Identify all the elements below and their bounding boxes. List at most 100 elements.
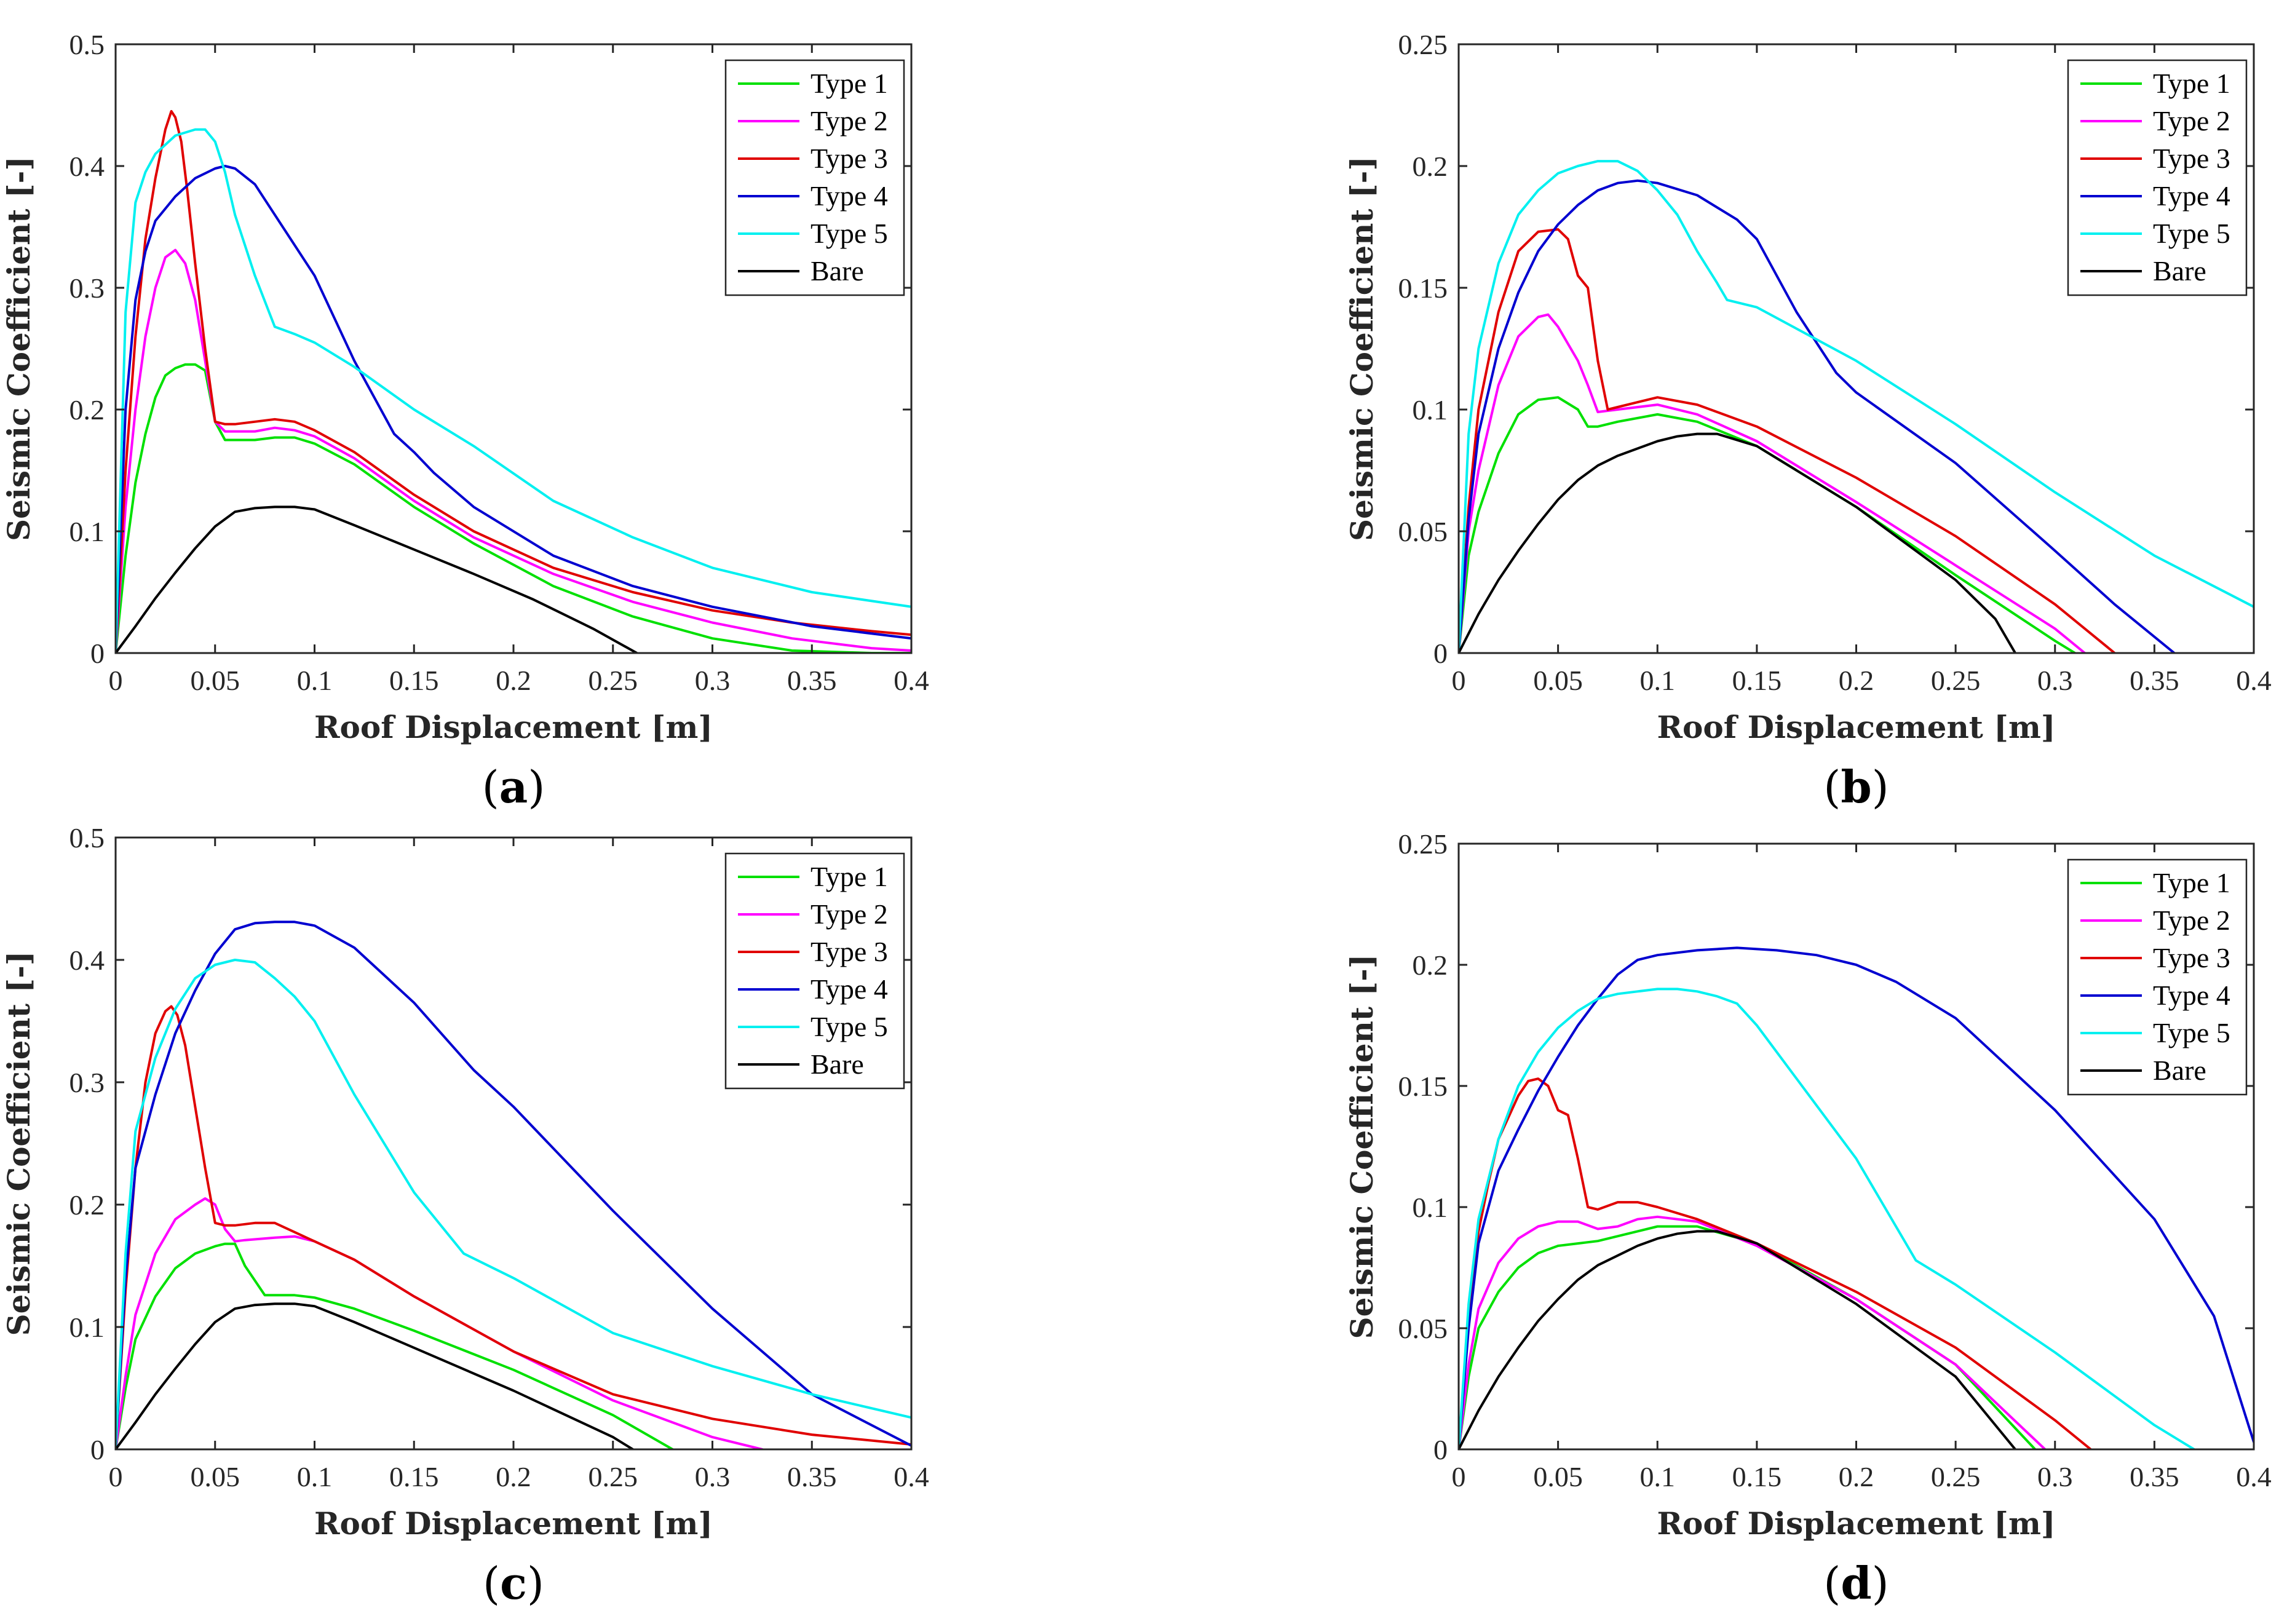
chart-panel-c: 0 0.05 0.1 0.15 0.2 0.25 0.3 0.35 0.4 0 0.1 0.2 0.3 0… <box>1 822 929 1609</box>
y-axis-label: Seismic Coefficient [-] <box>1344 954 1380 1339</box>
x-axis-label: Roof Displacement [m] <box>314 1505 713 1542</box>
series-group <box>1459 160 2254 653</box>
x-tick-label: 0.25 <box>1931 1461 1981 1492</box>
x-axis-label: Roof Displacement [m] <box>1657 1505 2055 1542</box>
series-line-type-5 <box>1459 988 2195 1449</box>
y-tick-label: 0.1 <box>69 1312 105 1343</box>
y-tick-label: 0.4 <box>69 151 105 182</box>
series-line-type-3 <box>116 109 911 653</box>
legend: Type 1 Type 2 Type 3 Type 4 Type 5 Bare <box>2067 858 2248 1096</box>
legend-entry-label: Type 4 <box>811 180 888 212</box>
legend: Type 1 Type 2 Type 3 Type 4 Type 5 Bare <box>2067 59 2248 296</box>
legend-entry-label: Type 1 <box>811 861 888 892</box>
y-tick-label: 0.25 <box>1398 828 1448 860</box>
legend-box <box>2067 858 2248 1096</box>
legend-entry-label: Bare <box>811 1048 864 1080</box>
legend-entry-label: Type 2 <box>2153 105 2230 137</box>
x-tick-label: 0.4 <box>2236 1461 2272 1492</box>
y-tick-label: 0 <box>1433 1434 1448 1465</box>
series-group <box>1459 946 2254 1449</box>
y-axis-label: Seismic Coefficient [-] <box>1 156 37 541</box>
series-line-type-2 <box>116 248 911 653</box>
y-tick-label: 0.5 <box>69 822 105 854</box>
y-tick-label: 0.3 <box>69 272 105 304</box>
series-line-type-5 <box>116 128 911 653</box>
y-tick-label: 0.2 <box>69 394 105 426</box>
x-tick-label: 0.2 <box>1839 1461 1874 1492</box>
x-tick-label: 0.15 <box>389 665 439 696</box>
x-tick-label: 0.25 <box>589 1461 638 1492</box>
legend-entry-label: Type 4 <box>811 973 888 1005</box>
series-line-type-4 <box>116 921 911 1449</box>
x-tick-label: 0 <box>1452 1461 1466 1492</box>
legend-entry-label: Type 3 <box>2153 942 2230 973</box>
y-tick-label: 0.1 <box>1413 1192 1448 1223</box>
chart-panel-a: 0 0.05 0.1 0.15 0.2 0.25 0.3 0.35 0.4 0 0.1 0.2 0.3 0… <box>1 29 929 813</box>
series-line-type-1 <box>1459 1225 2037 1449</box>
x-axis-label: Roof Displacement [m] <box>1657 709 2055 745</box>
legend-box <box>724 852 905 1090</box>
x-tick-label: 0.05 <box>191 665 240 696</box>
series-line-type-4 <box>1459 946 2254 1449</box>
legend-box <box>2067 59 2248 296</box>
y-tick-label: 0.05 <box>1398 1313 1448 1344</box>
y-tick-label: 0.25 <box>1398 29 1448 60</box>
series-line-type-4 <box>116 165 911 653</box>
x-tick-label: 0.1 <box>1640 665 1676 696</box>
panel-caption: (c) <box>483 1557 544 1609</box>
x-axis-label: Roof Displacement [m] <box>314 709 713 745</box>
y-tick-label: 0.2 <box>69 1189 105 1221</box>
chart-panel-b: 0 0.05 0.1 0.15 0.2 0.25 0.3 0.35 0.4 0 0.05 0.1 0.1… <box>1344 29 2272 813</box>
series-line-type-2 <box>1459 313 2087 653</box>
x-tick-label: 0 <box>109 1461 123 1492</box>
legend-entry-label: Type 5 <box>2153 1017 2230 1048</box>
x-tick-label: 0.1 <box>1640 1461 1676 1492</box>
x-tick-label: 0.1 <box>297 665 333 696</box>
x-tick-label: 0.2 <box>496 665 531 696</box>
series-line-type-1 <box>116 1242 674 1449</box>
x-tick-label: 0.15 <box>1732 1461 1782 1492</box>
x-tick-label: 0.35 <box>787 1461 837 1492</box>
y-tick-label: 0.05 <box>1398 516 1448 547</box>
x-tick-label: 0.15 <box>1732 665 1782 696</box>
x-tick-label: 0 <box>1452 665 1466 696</box>
x-tick-label: 0.35 <box>2130 1461 2179 1492</box>
x-tick-label: 0.05 <box>1533 1461 1583 1492</box>
legend-entry-label: Type 4 <box>2153 980 2230 1011</box>
series-line-type-2 <box>1459 1215 2047 1449</box>
x-tick-label: 0.35 <box>787 665 837 696</box>
legend-entry-label: Type 4 <box>2153 180 2230 212</box>
series-line-type-1 <box>1459 396 2077 653</box>
y-tick-label: 0 <box>90 1434 105 1465</box>
series-line-type-1 <box>116 363 911 653</box>
legend-box <box>724 59 905 296</box>
series-line-bare <box>116 505 638 653</box>
y-tick-label: 0.1 <box>1413 394 1448 426</box>
series-line-type-3 <box>1459 228 2116 653</box>
y-axis-label: Seismic Coefficient [-] <box>1344 156 1380 541</box>
x-tick-label: 0.3 <box>695 665 731 696</box>
legend-entry-label: Bare <box>2153 1055 2206 1086</box>
x-tick-label: 0.05 <box>191 1461 240 1492</box>
legend-entry-label: Type 1 <box>811 68 888 99</box>
legend-entry-label: Bare <box>811 255 864 287</box>
x-tick-label: 0.4 <box>894 665 929 696</box>
legend-entry-label: Type 3 <box>811 143 888 174</box>
series-group <box>116 109 911 653</box>
series-line-bare <box>1459 1230 2017 1449</box>
y-axis-label: Seismic Coefficient [-] <box>1 951 37 1336</box>
series-line-type-5 <box>1459 160 2254 653</box>
x-tick-label: 0.2 <box>1839 665 1874 696</box>
legend: Type 1 Type 2 Type 3 Type 4 Type 5 Bare <box>724 852 905 1090</box>
legend-entry-label: Bare <box>2153 255 2206 287</box>
panel-caption: (b) <box>1823 761 1889 813</box>
series-line-type-3 <box>1459 1077 2092 1449</box>
legend-entry-label: Type 5 <box>811 1011 888 1042</box>
y-tick-label: 0 <box>1433 638 1448 669</box>
x-tick-label: 0.3 <box>2037 665 2073 696</box>
series-line-type-5 <box>116 959 911 1449</box>
x-tick-label: 0.1 <box>297 1461 333 1492</box>
legend-entry-label: Type 2 <box>811 898 888 930</box>
x-tick-label: 0 <box>109 665 123 696</box>
